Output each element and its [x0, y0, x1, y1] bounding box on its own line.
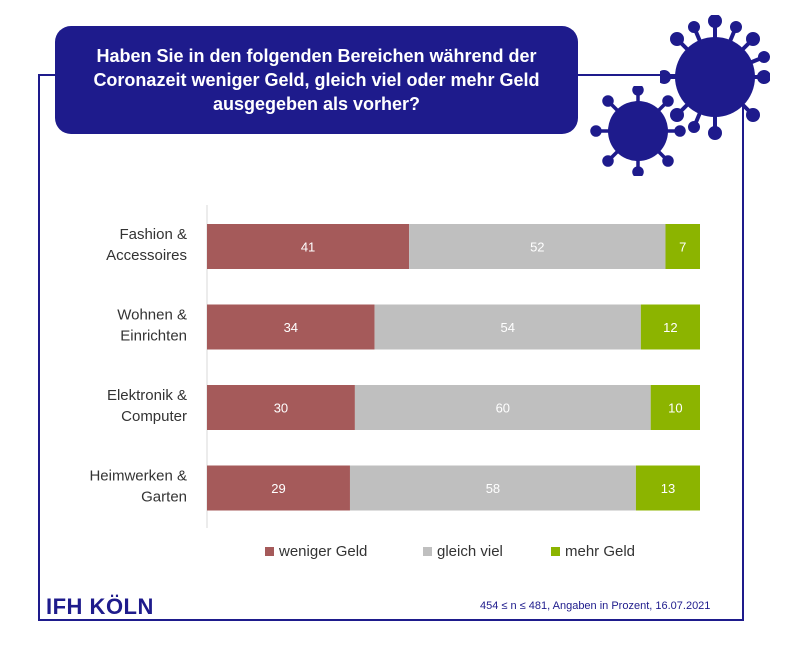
bar-mehr-geld [635, 465, 700, 511]
legend-item: weniger Geld [265, 543, 423, 560]
bar-mehr-geld [640, 304, 700, 350]
bar-weniger-geld [207, 224, 410, 269]
legend-label: weniger Geld [279, 543, 368, 560]
bar-weniger-geld [207, 304, 375, 350]
bar-gleich-viel [354, 385, 651, 430]
category-label: Computer [121, 408, 187, 425]
data-label: 13 [661, 481, 675, 496]
data-label: 10 [668, 401, 682, 416]
data-label: 7 [679, 240, 686, 255]
bar-gleich-viel [409, 224, 666, 269]
footnote: 454 ≤ n ≤ 481, Angaben in Prozent, 16.07… [480, 600, 711, 612]
category-label: Wohnen & [117, 307, 187, 324]
legend-item: mehr Geld [551, 543, 671, 560]
category-label: Fashion & [119, 226, 187, 243]
legend-swatch [551, 547, 560, 556]
legend-label: gleich viel [437, 543, 503, 560]
data-label: 52 [530, 240, 544, 255]
data-label: 41 [301, 240, 315, 255]
virus-icon-small [590, 86, 686, 176]
category-label: Garten [141, 489, 187, 506]
bar-mehr-geld [650, 385, 700, 430]
bar-weniger-geld [207, 465, 350, 511]
category-label: Heimwerken & [89, 468, 187, 485]
category-label: Einrichten [120, 328, 187, 345]
ifh-logo: IFH KÖLN [46, 594, 154, 619]
virus-icon [660, 15, 770, 140]
data-label: 58 [486, 481, 500, 496]
data-label: 54 [500, 320, 514, 335]
bar-mehr-geld [665, 224, 700, 269]
category-label: Elektronik & [107, 387, 187, 404]
chart-title: Haben Sie in den folgenden Bereichen wäh… [93, 46, 540, 114]
legend-swatch [265, 547, 274, 556]
data-label: 30 [274, 401, 288, 416]
data-label: 34 [284, 320, 298, 335]
data-label: 29 [271, 481, 285, 496]
legend: weniger Geld gleich viel mehr Geld [265, 543, 671, 560]
title-box: Haben Sie in den folgenden Bereichen wäh… [55, 26, 578, 134]
bar-weniger-geld [207, 385, 355, 430]
legend-item: gleich viel [423, 543, 551, 560]
legend-swatch [423, 547, 432, 556]
data-label: 12 [663, 320, 677, 335]
data-label: 60 [496, 401, 510, 416]
category-label: Accessoires [106, 247, 187, 264]
bar-gleich-viel [349, 465, 636, 511]
legend-label: mehr Geld [565, 543, 636, 560]
bar-gleich-viel [374, 304, 641, 350]
